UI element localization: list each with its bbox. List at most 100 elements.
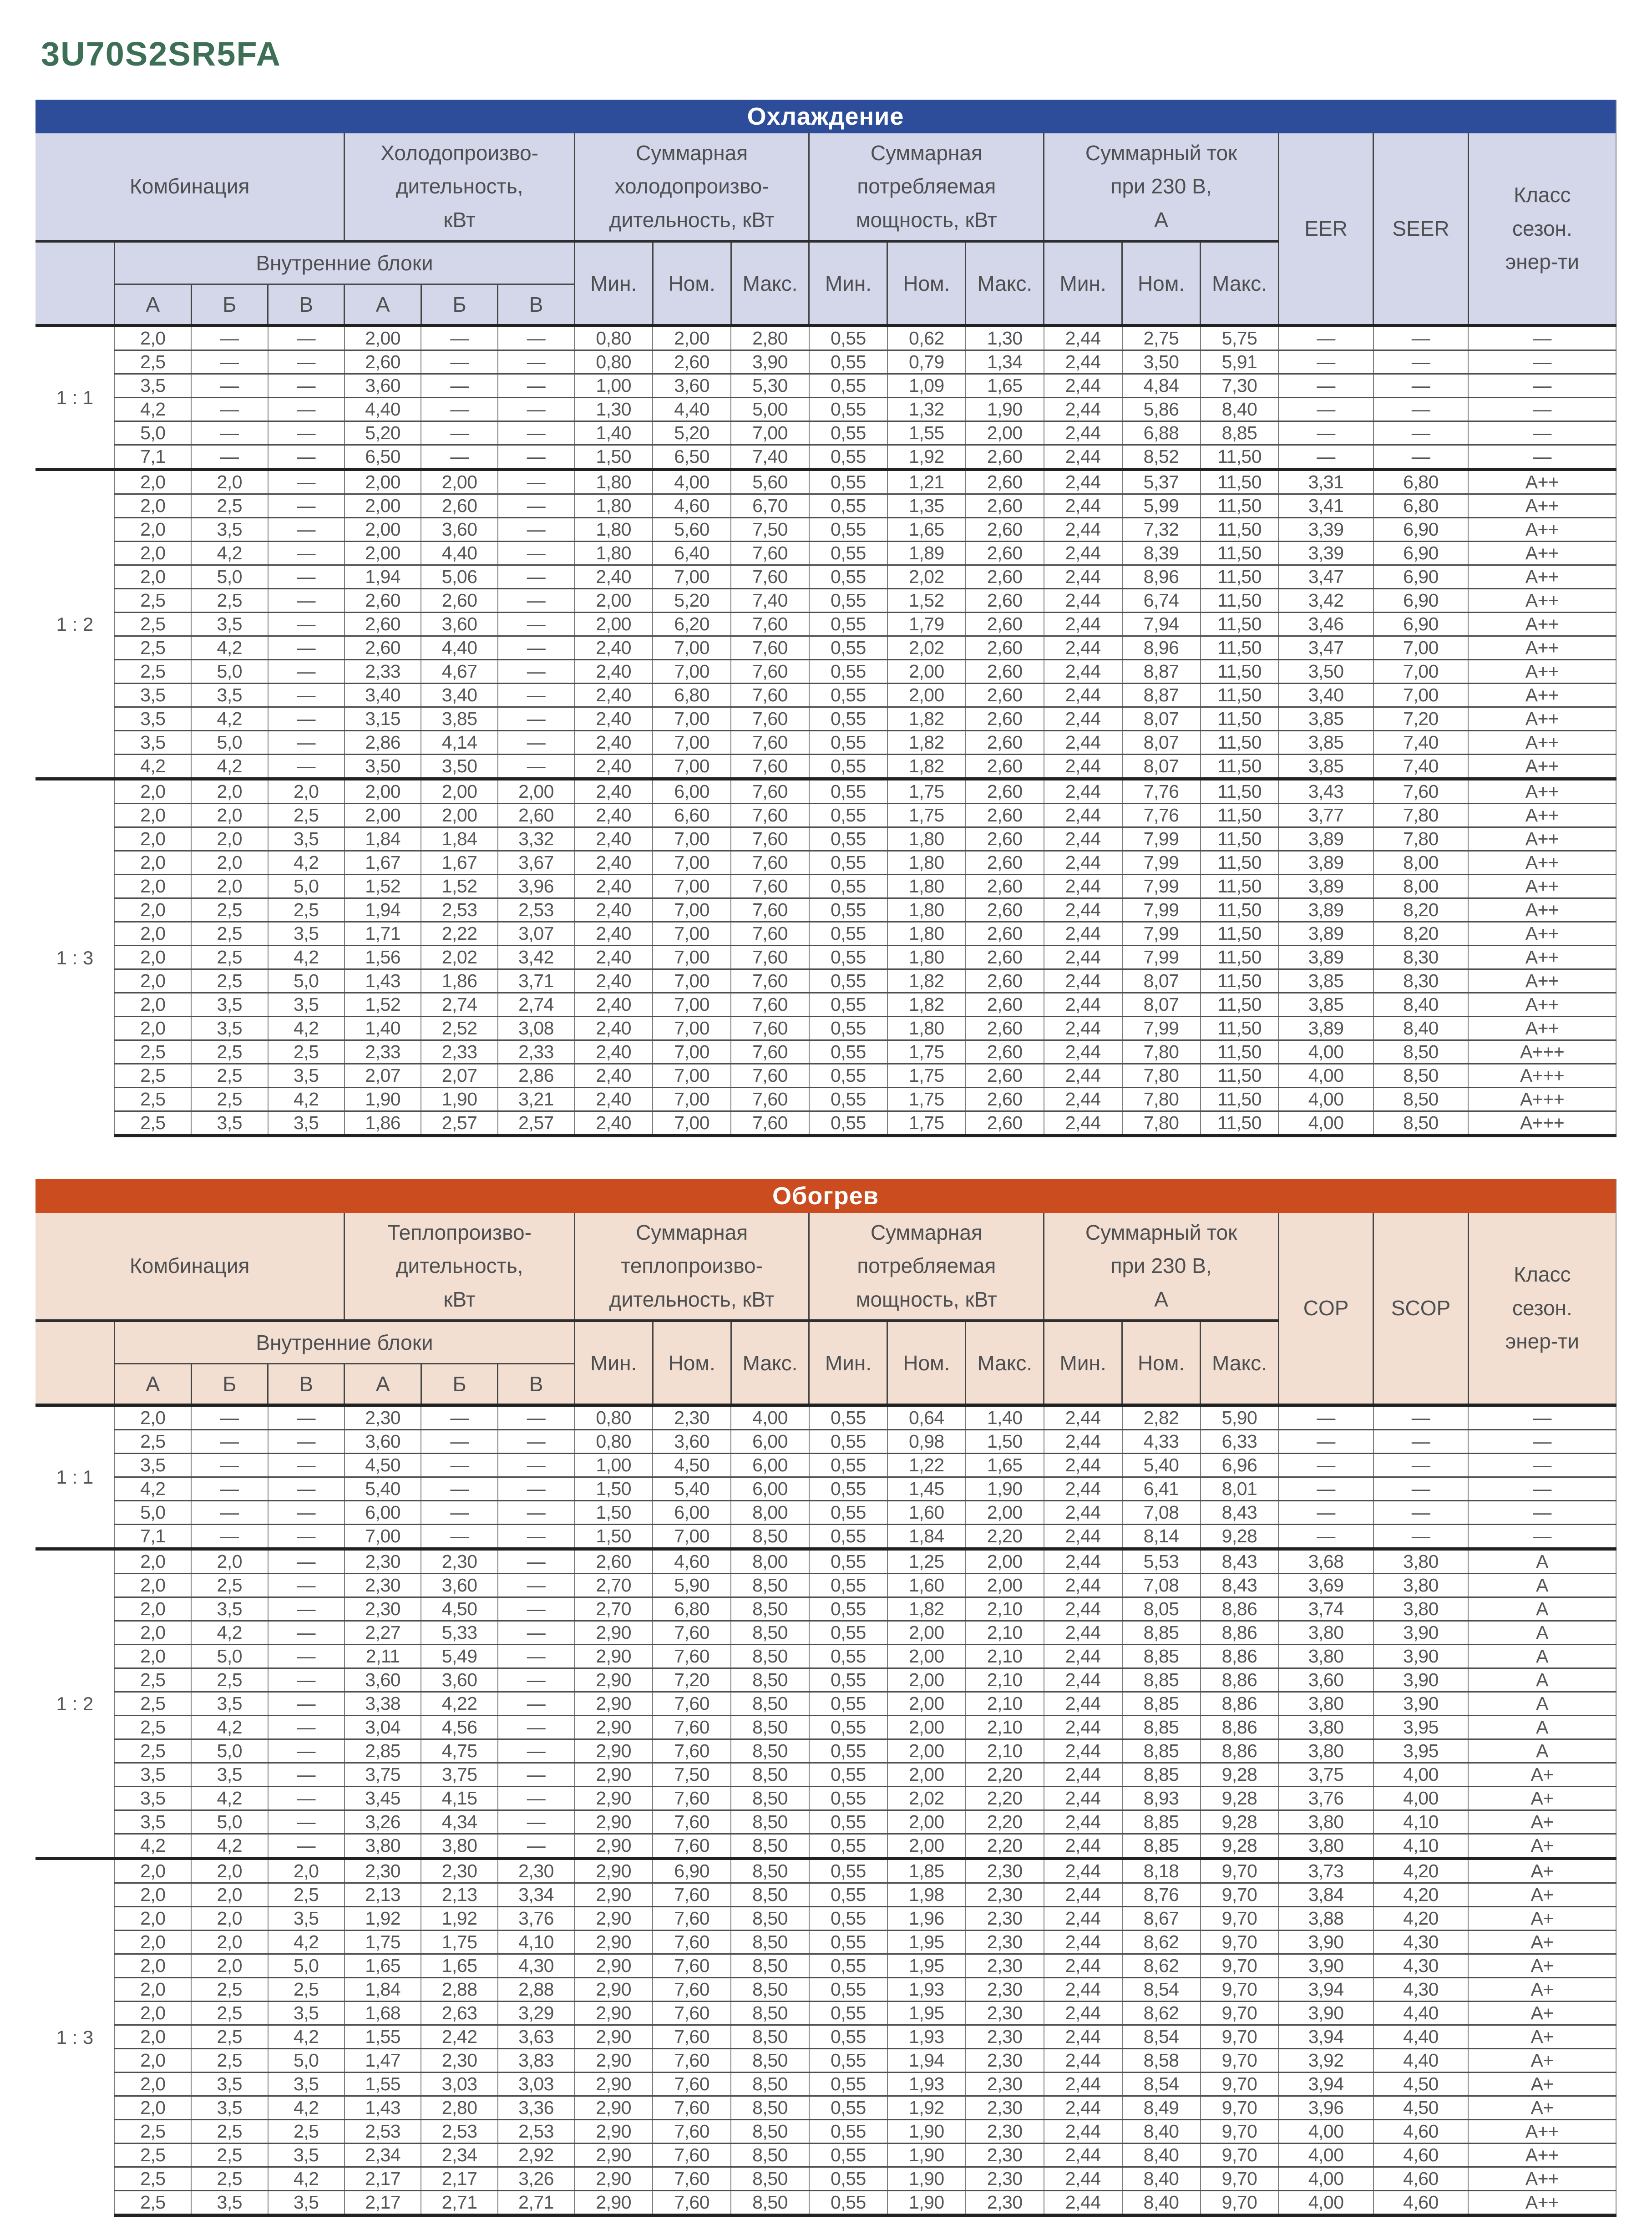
data-cell: 3,43: [1278, 777, 1373, 804]
data-cell: 2,44: [1043, 803, 1122, 827]
data-cell: 6,60: [652, 803, 731, 827]
data-cell: 4,2: [267, 1016, 345, 1040]
data-cell: 7,00: [652, 1039, 731, 1064]
data-cell: —: [1278, 1524, 1373, 1549]
data-cell: 8,85: [1121, 1667, 1201, 1692]
data-cell: 2,60: [965, 588, 1044, 613]
data-cell: 2,60: [965, 754, 1044, 779]
data-cell: 7,99: [1121, 826, 1201, 851]
data-cell: 0,55: [808, 1620, 887, 1645]
data-cell: 7,00: [652, 1016, 731, 1040]
table-row: 2,5 3,5—3,38 4,22—2,90 7,60 8,50 0,55 2,00 2,10…: [35, 1691, 1616, 1716]
data-cell: —: [1278, 1404, 1373, 1430]
data-cell: 1,82: [887, 992, 966, 1017]
data-cell: 2,44: [1043, 850, 1122, 875]
data-cell: 8,07: [1121, 992, 1201, 1017]
data-cell: 2,44: [1043, 2048, 1122, 2073]
data-cell: 2,33: [344, 1039, 421, 1064]
data-cell: —: [191, 324, 268, 350]
data-cell: 2,60: [965, 897, 1044, 922]
data-cell: 8,18: [1121, 1857, 1201, 1883]
data-cell: 0,80: [574, 350, 653, 374]
data-cell: 1,75: [344, 1930, 421, 1954]
data-cell: 2,44: [1043, 1596, 1122, 1621]
header-unit-v: В: [497, 1363, 575, 1405]
data-cell: 11,50: [1200, 541, 1279, 565]
data-cell: 3,80: [1278, 1809, 1373, 1834]
data-cell: —: [267, 1762, 345, 1787]
data-cell: 4,84: [1121, 373, 1201, 398]
table-row: 2,5 2,5 2,5 2,33 2,33 2,33 2,40 7,00 7,60 0,55 1,7…: [35, 1039, 1616, 1064]
data-cell: 9,28: [1200, 1833, 1279, 1859]
data-cell: 11,50: [1200, 683, 1279, 707]
data-cell: 1,92: [421, 1906, 498, 1931]
data-cell: 1,75: [887, 777, 966, 804]
data-cell: A++: [1468, 541, 1616, 565]
header-min: Мин.: [573, 240, 653, 326]
data-cell: 3,85: [1278, 730, 1373, 755]
data-cell: 2,00: [344, 803, 421, 827]
data-cell: 3,96: [497, 874, 575, 898]
data-cell: 0,55: [808, 1953, 887, 1978]
data-cell: 8,85: [1121, 1691, 1201, 1716]
data-cell: 2,0: [114, 1953, 192, 1978]
header-power: Суммарная потребляемая мощность, кВт: [808, 1213, 1044, 1321]
cooling-band-title: Охлаждение: [35, 100, 1616, 133]
data-cell: 6,90: [652, 1857, 731, 1883]
data-cell: 2,44: [1043, 397, 1122, 421]
data-cell: 2,90: [574, 2143, 653, 2167]
data-cell: 2,30: [344, 1547, 421, 1574]
data-cell: 3,89: [1278, 897, 1373, 922]
data-cell: 8,50: [730, 1524, 809, 1549]
data-cell: 2,30: [965, 2024, 1044, 2049]
cooling-table-body: 1 : 1 2,0— —2,00— —0,80 2,00 2,80 0,55 0,62 1,30…: [35, 324, 1616, 1137]
data-cell: 7,00: [652, 635, 731, 660]
data-cell: 2,60: [421, 588, 498, 613]
data-cell: 1,95: [887, 1930, 966, 1954]
data-cell: 2,10: [965, 1691, 1044, 1716]
table-row: 1 : 3 2,0 2,0 2,0 2,00 2,00 2,00 2,40 6,00 7,60 0,…: [35, 777, 1616, 1136]
data-cell: 4,75: [421, 1738, 498, 1763]
data-cell: —: [1373, 1429, 1469, 1454]
data-cell: 2,44: [1043, 468, 1122, 494]
data-cell: 2,30: [421, 1547, 498, 1574]
data-cell: 7,08: [1121, 1500, 1201, 1525]
data-cell: 3,42: [497, 945, 575, 969]
data-cell: 2,44: [1043, 1524, 1122, 1549]
data-cell: 4,30: [497, 1953, 575, 1978]
data-cell: 8,30: [1373, 968, 1469, 993]
data-cell: 2,44: [1043, 493, 1122, 518]
data-cell: A+: [1468, 1857, 1616, 1883]
data-cell: 8,01: [1200, 1476, 1279, 1501]
data-cell: 11,50: [1200, 803, 1279, 827]
data-cell: 2,60: [421, 493, 498, 518]
data-cell: 2,90: [574, 2001, 653, 2025]
data-cell: 4,2: [114, 397, 192, 421]
data-cell: 7,60: [652, 1977, 731, 2002]
data-cell: 2,53: [421, 897, 498, 922]
data-cell: 0,79: [887, 350, 966, 374]
data-cell: 7,20: [652, 1667, 731, 1692]
data-cell: 11,50: [1200, 517, 1279, 542]
data-cell: 2,17: [344, 2166, 421, 2191]
data-cell: 11,50: [1200, 706, 1279, 731]
data-cell: 8,50: [1373, 1063, 1469, 1088]
header-min: Мин.: [573, 1319, 653, 1405]
data-cell: 8,00: [1373, 874, 1469, 898]
data-cell: 1,30: [965, 324, 1044, 350]
header-nom: Ном.: [1121, 1319, 1201, 1405]
data-cell: 2,60: [965, 826, 1044, 851]
data-cell: 3,90: [1278, 2001, 1373, 2025]
data-cell: 11,50: [1200, 612, 1279, 636]
data-cell: 4,40: [1373, 2048, 1469, 2073]
data-cell: 4,10: [497, 1930, 575, 1954]
data-cell: 2,40: [574, 730, 653, 755]
data-cell: 5,75: [1200, 324, 1279, 350]
data-cell: 8,50: [730, 2166, 809, 2191]
heating-header-row-3: А Б В А Б В: [35, 1363, 1616, 1405]
data-cell: 8,20: [1373, 921, 1469, 946]
data-cell: 8,85: [1121, 1809, 1201, 1834]
data-cell: 2,0: [114, 2095, 192, 2120]
data-cell: A++: [1468, 635, 1616, 660]
data-cell: —: [497, 1404, 575, 1430]
